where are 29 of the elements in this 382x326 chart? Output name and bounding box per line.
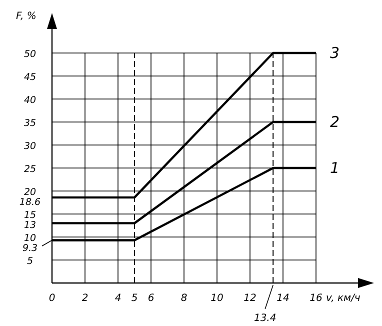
x-tick-label: 4 [114,293,122,304]
x-tick-label: 5 [131,293,138,304]
x-tick-label: 16 [310,293,322,304]
series-label: 3 [330,44,340,62]
y-tick-label: 9.3 [22,243,38,254]
y-tick-label: 30 [24,141,36,152]
series-label: 2 [330,113,340,131]
x-tick-label: 8 [180,293,188,304]
ref-line-label: 13.4 [254,313,276,324]
y-tick-label: 15 [24,210,36,221]
y-tick-label: 5 [26,256,34,267]
y-tick-label: 10 [24,233,36,244]
y-tick-label: 18.6 [19,197,41,208]
y-tick-label: 40 [24,95,36,106]
y-tick-label: 35 [24,118,36,129]
y-tick-label: 25 [24,164,36,175]
x-tick-label: 10 [210,293,224,304]
series-label: 1 [330,159,340,177]
x-axis-title: v, км/ч [326,293,360,304]
x-tick-label: 0 [48,293,56,304]
y-axis-title: F, % [16,11,36,22]
x-tick-label: 2 [82,293,88,304]
x-tick-label: 14 [276,293,290,304]
y-tick-label: 13 [24,220,36,231]
x-tick-label: 12 [244,293,256,304]
y-tick-label: 45 [24,72,36,83]
y-tick-label: 20 [24,187,36,198]
y-tick-label: 50 [24,49,36,60]
x-tick-label: 6 [148,293,154,304]
